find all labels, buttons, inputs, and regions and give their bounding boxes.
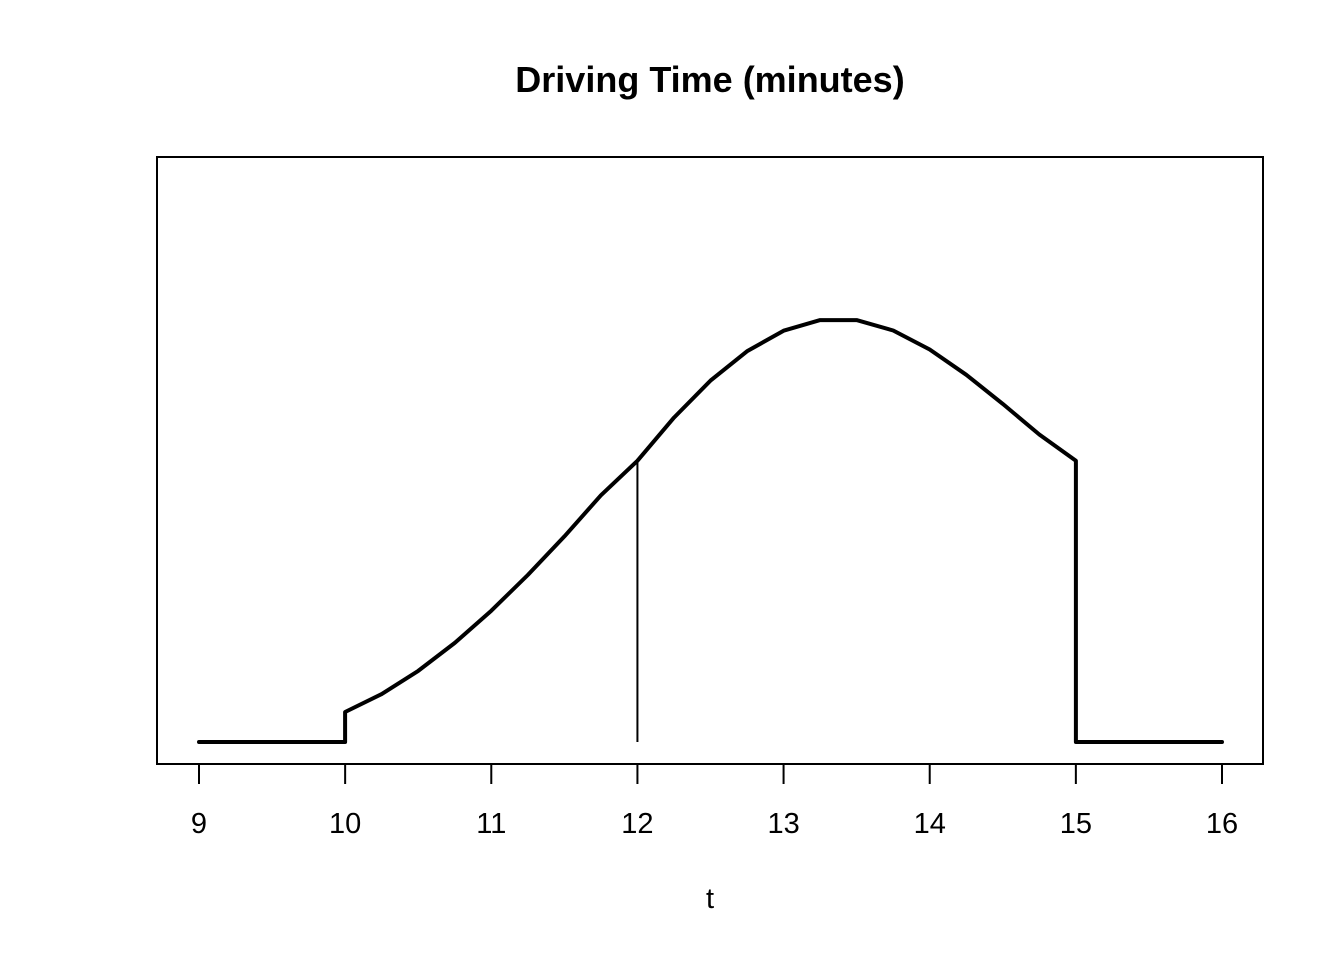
x-tick-label: 11: [476, 808, 506, 840]
x-tick-label: 12: [621, 808, 653, 840]
series-line: [197, 318, 1224, 744]
x-tick-label: 10: [329, 808, 361, 840]
x-axis: 9 10 11 12 13 14 15 16: [191, 763, 1238, 840]
x-axis-label: t: [706, 883, 714, 915]
plot-frame: [156, 156, 1264, 765]
x-tick-label: 9: [191, 808, 207, 840]
chart-title: Driving Time (minutes): [515, 59, 904, 100]
series-layer: [197, 318, 1224, 744]
x-tick-label: 15: [1060, 808, 1092, 840]
x-tick-label: 16: [1206, 808, 1238, 840]
x-tick-label: 13: [767, 808, 799, 840]
x-tick-label: 14: [914, 808, 946, 840]
